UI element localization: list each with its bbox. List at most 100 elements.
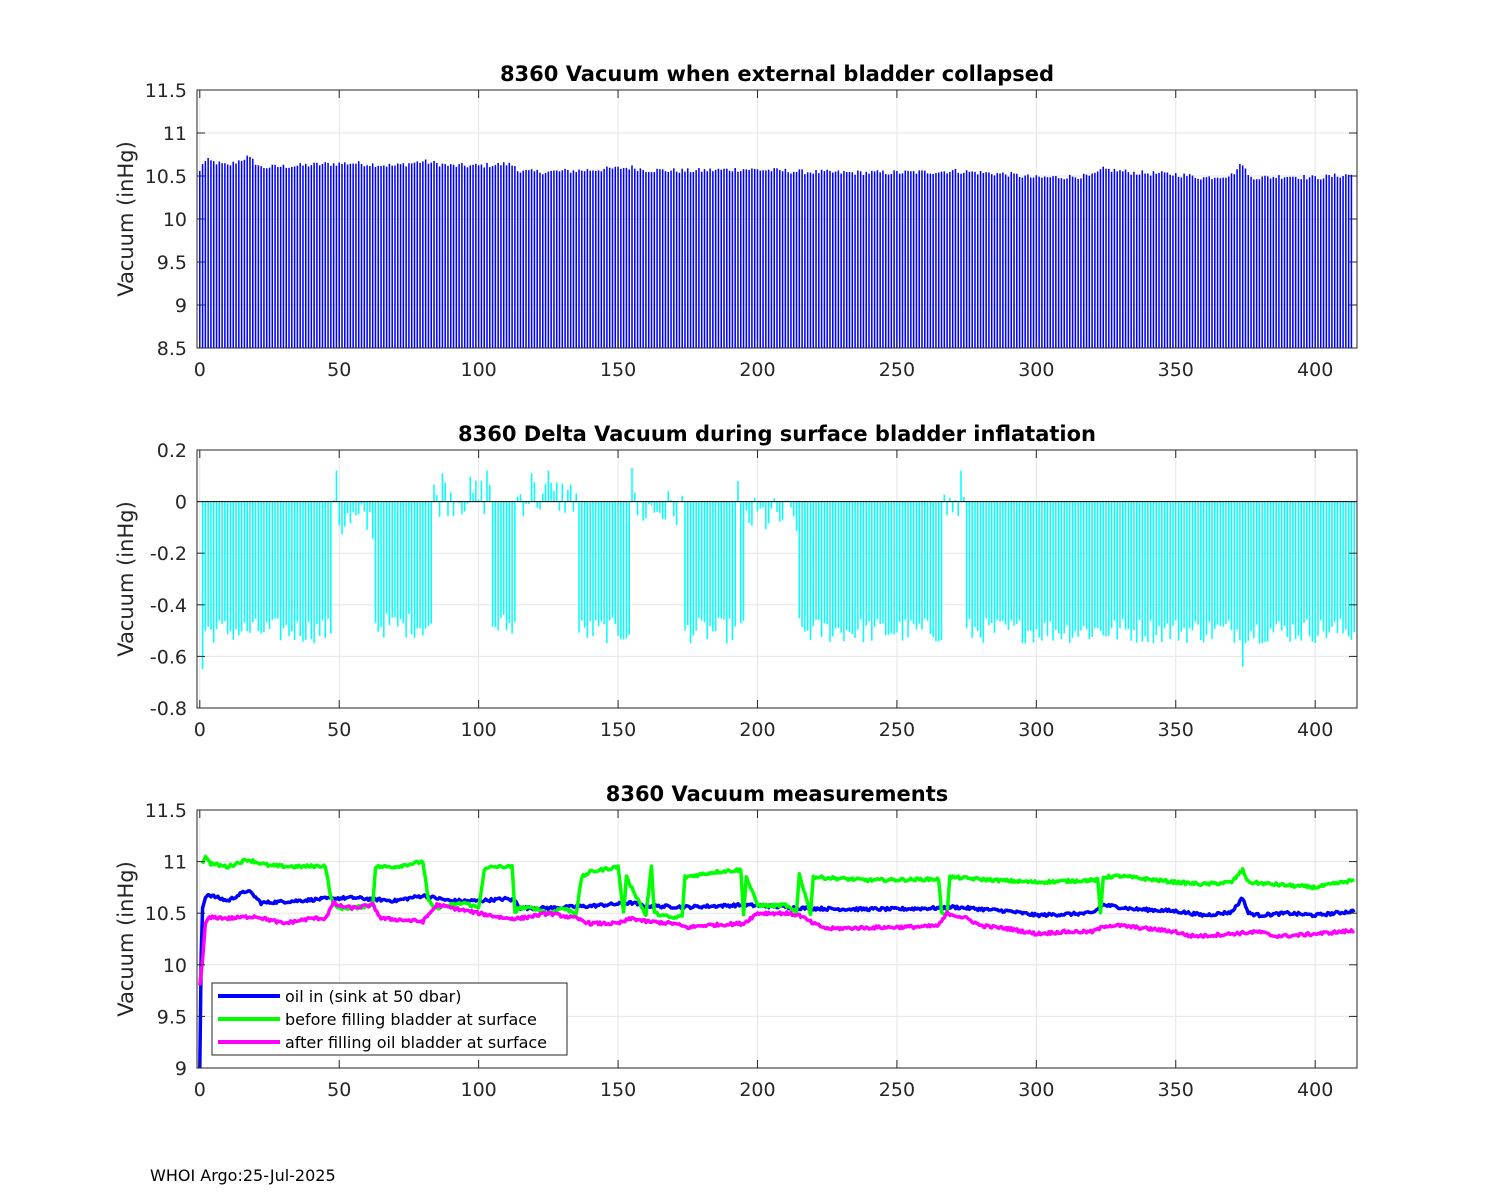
bar [1219,501,1222,627]
bar [452,164,455,348]
bar [430,501,432,624]
y-tick-label: -0.4 [150,595,187,617]
bar [1308,177,1311,348]
bar [812,173,815,348]
bar [589,170,591,348]
bar [335,165,338,348]
chart-2: 0 50 100 150 200 250 300 350 400 -0.8 -0.6 -0.4 -0.2… [114,422,1358,741]
bar [405,166,407,348]
bar [569,172,572,348]
bar [1247,175,1250,348]
bar [871,170,873,348]
series-line-3 [198,899,1356,986]
bar [1080,178,1082,348]
bar [399,501,402,620]
bar [516,171,519,348]
bar [1013,173,1015,348]
bar [1116,171,1118,348]
bar [207,157,209,348]
data-layer [199,155,1353,348]
bar [1267,176,1269,348]
bar [636,170,639,348]
bar [988,501,990,625]
bar [1158,172,1160,348]
bar [536,169,538,348]
bar [1241,501,1244,667]
bar [380,501,382,627]
bar [299,501,301,637]
bar [1074,501,1077,632]
bar [1021,501,1024,644]
bar [745,169,748,348]
y-tick-label: -0.2 [150,543,187,565]
bar [628,169,630,348]
bar [865,171,867,348]
bar [848,171,851,348]
bar [441,163,444,348]
bar [553,490,555,502]
bar [1066,178,1068,348]
bar [544,483,547,502]
bar [1038,501,1040,638]
bar [608,167,611,348]
bar [1211,179,1213,348]
bar [670,170,672,348]
bar [915,173,918,348]
bar [332,500,335,502]
bar [1057,178,1060,348]
bar [929,173,932,348]
bar [1088,501,1091,639]
bar [606,166,608,348]
bar [815,169,817,348]
bar [366,165,368,348]
bar [982,501,985,643]
bar [1161,171,1163,348]
bar [279,501,282,641]
bar [859,171,862,348]
bar [734,501,736,627]
chart-3: oil in (sink at 50 dbar) before filling b… [114,782,1358,1101]
bar [990,501,993,623]
bar [865,501,867,626]
bar [1286,176,1289,348]
bar [1255,179,1258,348]
bar [265,168,268,348]
bar [533,482,536,502]
bar [357,501,360,515]
bar [547,470,550,502]
bar [586,169,589,348]
bar [963,172,965,348]
bar [603,168,605,348]
bar [494,501,497,627]
bar [1283,177,1286,348]
bar [1314,176,1316,348]
bar [706,171,709,348]
bar [949,171,951,348]
bar [695,501,697,631]
bar [469,476,472,502]
bar [1080,501,1082,631]
x-tick-label: 150 [600,1079,636,1101]
bar [1052,176,1054,348]
bar [1308,501,1311,637]
bar [1130,501,1132,641]
bar [472,164,474,348]
bar [327,501,329,619]
bar [898,501,901,622]
bar [871,501,873,641]
x-tick-label: 150 [600,719,636,741]
legend-label: before filling bladder at surface [285,1010,537,1029]
bar [1261,501,1263,644]
bar [907,501,909,638]
bar [441,473,444,502]
chart-title: 8360 Delta Vacuum during surface bladder… [458,422,1096,446]
bar [318,501,321,636]
bar [575,172,577,348]
bar [475,163,477,348]
bar [572,170,575,348]
bar [519,494,522,502]
bar [1222,501,1224,627]
bar [990,174,993,348]
bar [257,501,260,631]
bar [452,501,455,517]
